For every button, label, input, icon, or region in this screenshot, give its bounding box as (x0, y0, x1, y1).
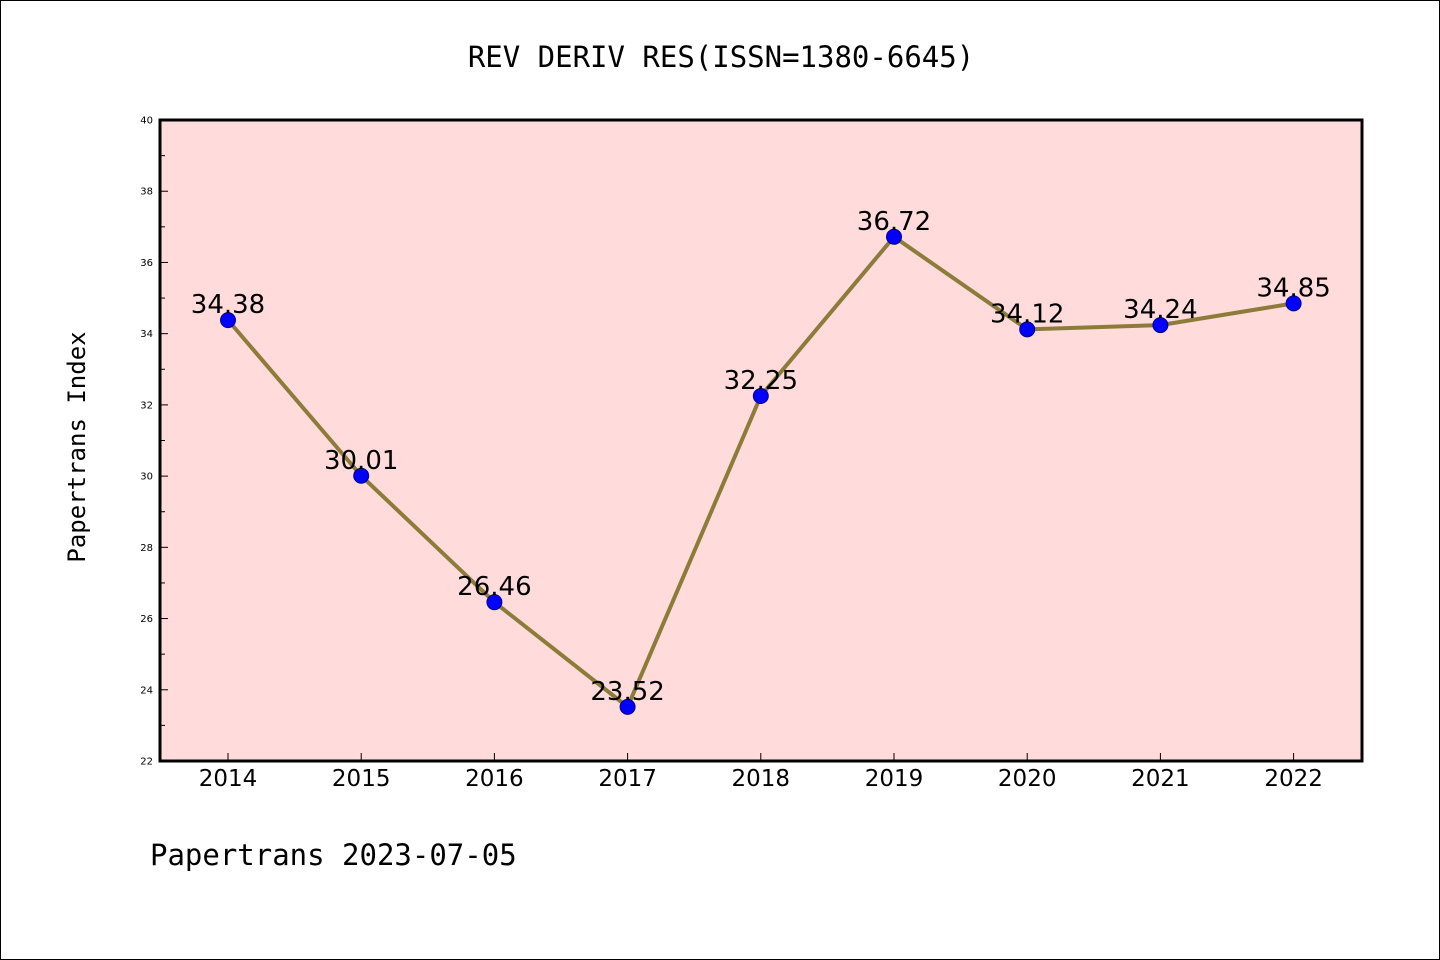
data-labels-layer: 34.38 30.01 26.46 23.52 32.25 36.72 34.12 34.24… (191, 207, 1331, 707)
x-tick-label: 2015 (332, 766, 391, 792)
data-label: 32.25 (724, 366, 798, 396)
plot-area (160, 120, 1362, 761)
y-axis-label: Papertrans Index (63, 331, 91, 562)
x-tick-label: 2017 (598, 766, 657, 792)
data-point (619, 698, 636, 715)
y-tick-label: 30 (140, 472, 153, 483)
y-tick-label: 28 (140, 543, 153, 554)
x-tick-label: 2018 (732, 766, 791, 792)
x-axis-ticks: 2014 2015 2016 2017 2018 2019 2020 2021 2022 (199, 753, 1323, 792)
x-tick-label: 2019 (865, 766, 924, 792)
data-label: 34.24 (1123, 295, 1197, 325)
data-point (220, 312, 236, 329)
y-tick-label: 26 (140, 614, 153, 625)
plot-frame (158, 118, 1364, 763)
data-label: 36.72 (857, 207, 931, 237)
x-tick-label: 2022 (1264, 766, 1323, 792)
data-label: 34.38 (191, 290, 265, 320)
data-label: 34.12 (990, 299, 1064, 329)
y-tick-label: 40 (140, 116, 153, 127)
y-tick-label: 34 (140, 329, 153, 340)
y-axis-ticks: 22 24 26 28 30 32 34 36 38 40 (140, 116, 168, 768)
data-point (486, 594, 503, 611)
y-tick-label: 38 (140, 187, 153, 198)
x-tick-label: 2020 (998, 766, 1057, 792)
data-point (886, 228, 902, 245)
footer-date: Papertrans 2023-07-05 (150, 838, 517, 872)
chart-title: REV DERIV RES(ISSN=1380-6645) (468, 40, 974, 74)
x-tick-label: 2016 (465, 766, 524, 792)
data-point (1152, 317, 1169, 334)
y-tick-label: 32 (140, 400, 153, 411)
y-tick-label: 24 (140, 685, 153, 696)
data-label: 34.85 (1256, 273, 1330, 303)
y-tick-label: 36 (140, 258, 153, 269)
data-label: 30.01 (324, 446, 398, 476)
data-point (353, 467, 370, 484)
series-layer (220, 228, 1302, 715)
data-point (1285, 295, 1302, 312)
data-label: 23.52 (590, 677, 664, 707)
x-tick-label: 2014 (199, 766, 258, 792)
y-tick-label: 22 (140, 757, 153, 768)
data-point (1019, 321, 1036, 338)
x-tick-label: 2021 (1131, 766, 1190, 792)
data-label: 26.46 (457, 572, 531, 602)
data-point (752, 387, 769, 404)
